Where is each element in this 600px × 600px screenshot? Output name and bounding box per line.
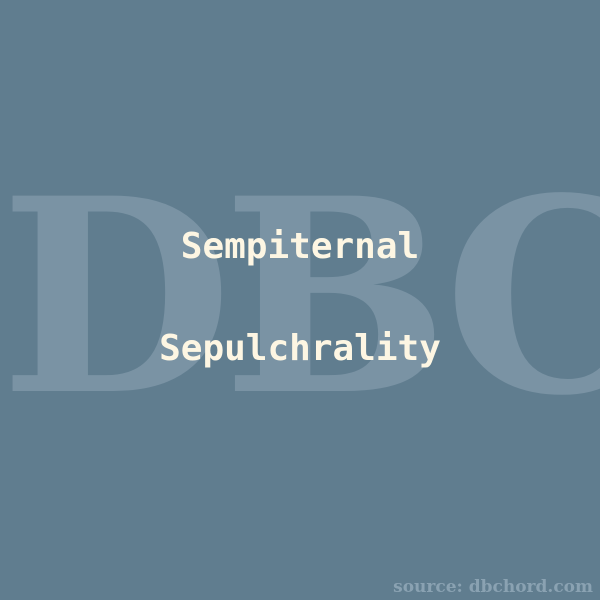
word-line-2: Sepulchrality — [159, 328, 441, 369]
dbc-watermark: DBC — [0, 140, 600, 455]
word-line-1: Sempiternal — [180, 226, 420, 267]
source-credit: source: dbchord.com — [393, 577, 593, 597]
